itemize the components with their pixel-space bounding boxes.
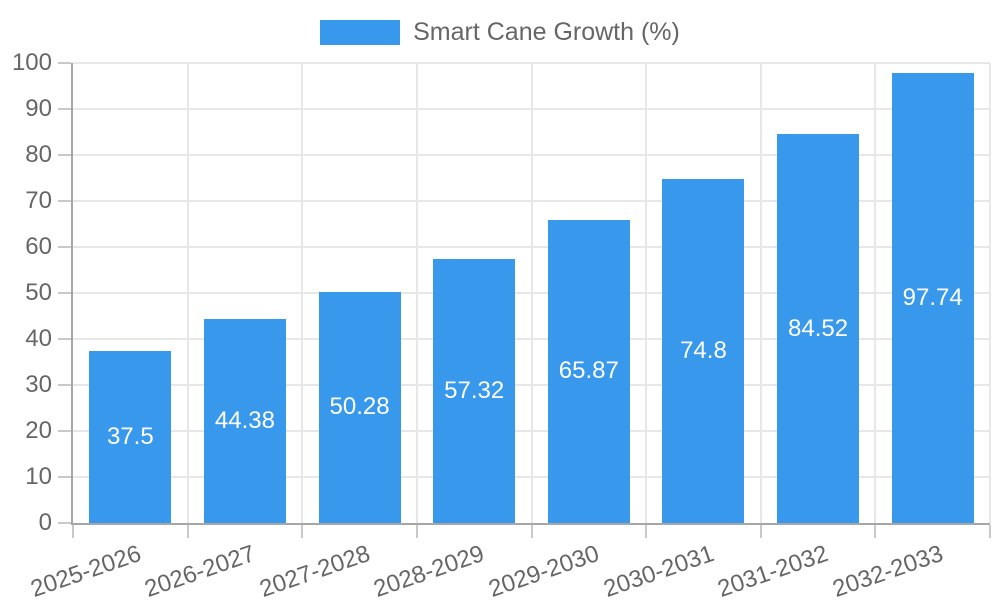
y-axis-tick <box>58 522 71 524</box>
legend-swatch <box>320 20 401 45</box>
y-axis-tick <box>58 384 71 386</box>
gridline-vertical <box>874 63 877 523</box>
bar[interactable]: 57.32 <box>433 259 516 523</box>
y-axis-tick-label: 100 <box>11 49 52 76</box>
gridline-vertical <box>530 63 533 523</box>
bar[interactable]: 37.5 <box>89 350 172 523</box>
legend-label: Smart Cane Growth (%) <box>413 18 680 46</box>
x-axis-tick <box>989 525 991 538</box>
bar-value-label: 44.38 <box>214 406 275 434</box>
y-axis-tick-label: 30 <box>25 371 52 398</box>
x-axis-tick-label: 2027-2028 <box>256 540 374 600</box>
y-axis-tick-label: 0 <box>38 509 52 536</box>
bar-value-label: 65.87 <box>558 357 619 385</box>
x-axis-tick <box>186 525 189 538</box>
y-axis-tick-label: 20 <box>25 417 52 444</box>
y-axis-tick-label: 60 <box>25 233 52 260</box>
bar[interactable]: 44.38 <box>203 318 286 523</box>
x-axis-tick-label: 2025-2026 <box>26 540 145 600</box>
x-axis-tick-label: 2030-2031 <box>599 540 718 600</box>
gridline-vertical <box>186 63 189 523</box>
x-axis-tick-label: 2028-2029 <box>370 540 488 600</box>
bar-value-label: 57.32 <box>444 377 505 405</box>
x-axis-tick <box>72 525 74 538</box>
gridline-vertical <box>645 63 648 523</box>
y-axis-tick-label: 80 <box>25 141 52 168</box>
bar-value-label: 74.8 <box>680 336 727 364</box>
x-axis-tick <box>874 525 877 538</box>
y-axis-tick-label: 70 <box>25 187 52 214</box>
gridline-vertical <box>759 63 762 523</box>
y-axis-tick-label: 40 <box>25 325 52 352</box>
y-axis-tick <box>58 430 71 432</box>
bar[interactable]: 84.52 <box>777 134 860 523</box>
bar-value-label: 97.74 <box>902 284 963 312</box>
x-axis-tick <box>645 525 648 538</box>
gridline-vertical <box>989 63 991 523</box>
y-axis-tick <box>58 108 71 110</box>
y-axis-tick <box>58 476 71 478</box>
x-axis-tick-label: 2029-2030 <box>485 540 603 600</box>
legend[interactable]: Smart Cane Growth (%) <box>0 18 1000 47</box>
y-axis-tick <box>58 154 71 156</box>
y-axis-tick <box>58 246 71 248</box>
bar[interactable]: 97.74 <box>891 73 974 523</box>
bar[interactable]: 65.87 <box>547 219 630 523</box>
gridline-vertical <box>415 63 418 523</box>
y-axis-tick <box>58 62 71 64</box>
x-axis-tick-label: 2031-2032 <box>714 540 832 600</box>
bar[interactable]: 74.8 <box>662 178 745 523</box>
y-axis-tick <box>58 200 71 202</box>
x-axis-tick <box>530 525 533 538</box>
x-axis-tick <box>301 525 304 538</box>
y-axis-tick-label: 10 <box>25 463 52 490</box>
x-axis-tick-label: 2032-2033 <box>829 540 947 600</box>
y-axis-tick <box>58 338 71 340</box>
y-axis-tick <box>58 292 71 294</box>
y-axis-line <box>71 63 73 525</box>
x-axis-tick <box>415 525 418 538</box>
y-axis-tick-label: 50 <box>25 279 52 306</box>
x-axis-tick <box>759 525 762 538</box>
bar[interactable]: 50.28 <box>318 291 401 523</box>
gridline-vertical <box>301 63 304 523</box>
y-axis-tick-label: 90 <box>25 95 52 122</box>
x-axis-line <box>71 523 990 525</box>
x-axis-tick-label: 2026-2027 <box>141 540 259 600</box>
bar-value-label: 84.52 <box>788 314 849 342</box>
bar-value-label: 50.28 <box>329 393 390 421</box>
bar-value-label: 37.5 <box>106 422 154 450</box>
